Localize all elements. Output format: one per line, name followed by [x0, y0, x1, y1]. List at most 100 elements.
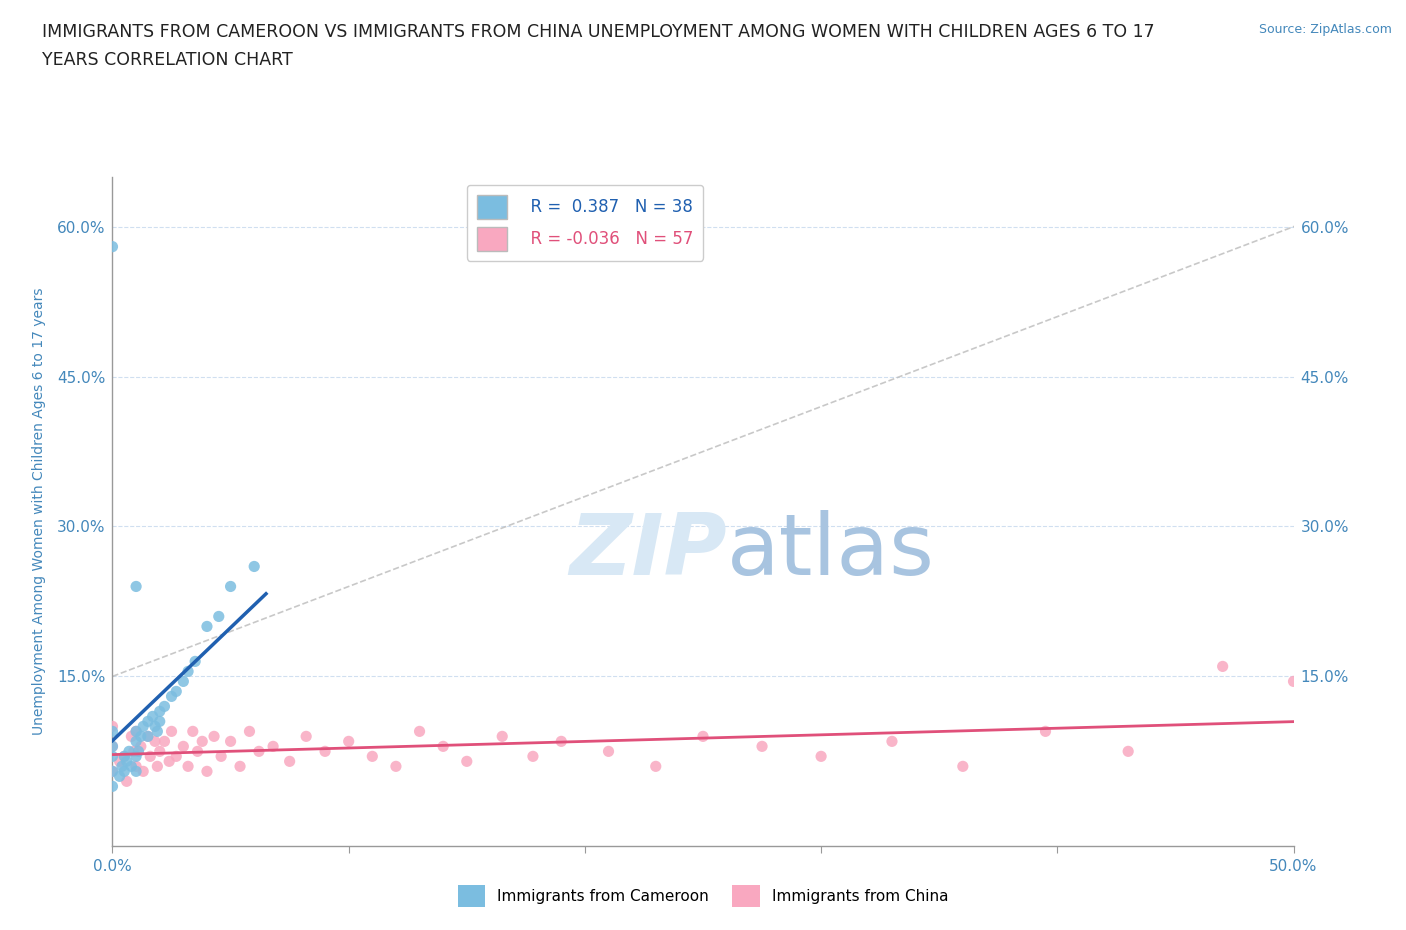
Point [314, 744, 336, 759]
Y-axis label: Unemployment Among Women with Children Ages 6 to 17 years: Unemployment Among Women with Children A… [32, 287, 46, 736]
Point [1035, 724, 1057, 738]
Point [219, 579, 242, 594]
Point [295, 729, 318, 744]
Point [262, 739, 284, 754]
Point [136, 729, 159, 744]
Legend:   R =  0.387   N = 38,   R = -0.036   N = 57: R = 0.387 N = 38, R = -0.036 N = 57 [467, 185, 703, 260]
Point [153, 734, 176, 749]
Point [522, 749, 544, 764]
Point [165, 749, 187, 764]
Point [165, 684, 187, 698]
Point [115, 754, 138, 769]
Point [112, 764, 135, 778]
Point [115, 774, 138, 789]
Point [120, 759, 142, 774]
Point [101, 764, 124, 778]
Point [177, 759, 200, 774]
Point [186, 744, 208, 759]
Point [101, 719, 124, 734]
Point [191, 734, 214, 749]
Point [172, 739, 194, 754]
Point [142, 709, 165, 724]
Point [101, 749, 124, 764]
Point [692, 729, 714, 744]
Point [184, 654, 207, 669]
Point [491, 729, 513, 744]
Point [195, 764, 218, 778]
Point [101, 764, 124, 778]
Point [129, 729, 152, 744]
Point [550, 734, 572, 749]
Point [101, 239, 124, 254]
Point [278, 754, 301, 769]
Point [101, 779, 124, 794]
Point [122, 744, 145, 759]
Point [125, 734, 148, 749]
Point [139, 749, 162, 764]
Point [157, 754, 180, 769]
Text: YEARS CORRELATION CHART: YEARS CORRELATION CHART [42, 51, 292, 69]
Point [432, 739, 454, 754]
Point [238, 724, 260, 738]
Point [125, 759, 148, 774]
Point [149, 714, 172, 729]
Point [112, 749, 135, 764]
Point [101, 739, 124, 754]
Point [208, 609, 231, 624]
Point [1116, 744, 1139, 759]
Text: atlas: atlas [727, 511, 935, 593]
Text: IMMIGRANTS FROM CAMEROON VS IMMIGRANTS FROM CHINA UNEMPLOYMENT AMONG WOMEN WITH : IMMIGRANTS FROM CAMEROON VS IMMIGRANTS F… [42, 23, 1154, 41]
Point [118, 744, 141, 759]
Point [160, 689, 183, 704]
Point [125, 724, 148, 738]
Point [361, 749, 384, 764]
Point [132, 719, 155, 734]
Point [181, 724, 204, 738]
Text: ZIP: ZIP [569, 511, 727, 593]
Point [129, 739, 152, 754]
Point [209, 749, 232, 764]
Point [456, 754, 478, 769]
Point [247, 744, 270, 759]
Point [111, 759, 134, 774]
Point [644, 759, 666, 774]
Point [160, 724, 183, 738]
Point [598, 744, 620, 759]
Point [408, 724, 430, 738]
Point [810, 749, 832, 764]
Point [229, 759, 252, 774]
Point [127, 744, 149, 759]
Point [153, 699, 176, 714]
Point [125, 764, 148, 778]
Point [1282, 674, 1305, 689]
Point [108, 754, 131, 769]
Point [1212, 659, 1234, 674]
Point [202, 729, 225, 744]
Point [125, 724, 148, 738]
Point [385, 759, 408, 774]
Point [337, 734, 360, 749]
Point [136, 729, 159, 744]
Point [146, 759, 169, 774]
Point [195, 619, 218, 634]
Point [880, 734, 903, 749]
Point [143, 734, 166, 749]
Point [177, 664, 200, 679]
Point [136, 714, 159, 729]
Point [132, 764, 155, 778]
Point [108, 769, 131, 784]
Point [101, 724, 124, 738]
Point [172, 674, 194, 689]
Point [125, 579, 148, 594]
Point [751, 739, 773, 754]
Point [219, 734, 242, 749]
Point [952, 759, 974, 774]
Point [243, 559, 266, 574]
Point [146, 724, 169, 738]
Point [112, 749, 135, 764]
Point [125, 749, 148, 764]
Point [149, 744, 172, 759]
Point [120, 729, 142, 744]
Legend: Immigrants from Cameroon, Immigrants from China: Immigrants from Cameroon, Immigrants fro… [451, 879, 955, 913]
Point [149, 704, 172, 719]
